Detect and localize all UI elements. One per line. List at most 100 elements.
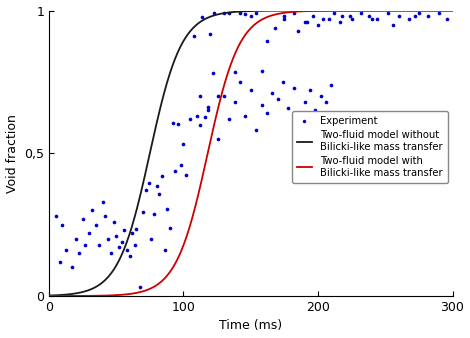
Point	[59, 222, 66, 227]
X-axis label: Time (ms): Time (ms)	[219, 319, 282, 333]
Point	[79, 216, 86, 222]
Point	[164, 206, 171, 212]
Point	[104, 236, 112, 242]
Point	[215, 136, 222, 142]
Point	[258, 68, 265, 74]
Point	[107, 250, 115, 256]
Point	[285, 105, 292, 110]
Point	[374, 17, 381, 22]
Point	[236, 79, 244, 84]
Y-axis label: Void fraction: Void fraction	[6, 114, 18, 193]
Point	[435, 11, 443, 16]
Point	[395, 14, 402, 19]
Point	[411, 14, 419, 19]
Point	[220, 94, 227, 99]
Point	[145, 180, 152, 186]
Point	[290, 85, 298, 90]
Point	[252, 128, 260, 133]
Point	[346, 14, 354, 19]
Point	[95, 242, 102, 247]
Point	[215, 93, 222, 99]
Point	[129, 231, 136, 236]
Point	[348, 17, 355, 22]
Point	[320, 17, 327, 22]
Point	[133, 226, 140, 232]
Point	[294, 28, 302, 33]
Point	[336, 19, 343, 25]
Point	[158, 173, 166, 179]
Point	[102, 213, 109, 219]
Point	[247, 88, 254, 93]
Point	[161, 247, 168, 252]
Point	[201, 115, 209, 120]
Point	[328, 82, 335, 88]
Point	[156, 192, 163, 197]
Point	[207, 32, 214, 37]
Point	[72, 236, 79, 242]
Point	[322, 99, 330, 104]
Point	[271, 25, 279, 30]
Point	[330, 11, 338, 16]
Point	[263, 111, 271, 116]
Point	[204, 108, 212, 113]
Point	[220, 11, 227, 16]
Point	[169, 120, 176, 125]
Point	[365, 14, 373, 19]
Point	[153, 184, 160, 189]
Point	[204, 105, 212, 110]
Point	[384, 11, 392, 16]
Point	[123, 248, 131, 253]
Point	[92, 222, 100, 227]
Point	[174, 121, 182, 127]
Point	[443, 17, 451, 22]
Point	[148, 236, 155, 242]
Point	[279, 79, 287, 84]
Point	[75, 250, 82, 256]
Point	[252, 11, 260, 16]
Point	[187, 117, 194, 122]
Point	[193, 113, 201, 118]
Point	[56, 259, 63, 264]
Point	[263, 38, 271, 43]
Point	[209, 71, 217, 76]
Point	[242, 114, 249, 119]
Point	[247, 14, 254, 19]
Point	[131, 242, 139, 247]
Point	[196, 93, 204, 99]
Legend: Experiment, Two-fluid model without
Bilicki-like mass transfer, Two-fluid model : Experiment, Two-fluid model without Bili…	[292, 111, 447, 183]
Point	[196, 122, 204, 127]
Point	[281, 14, 288, 19]
Point	[296, 122, 303, 127]
Point	[301, 99, 308, 104]
Point	[314, 22, 322, 27]
Point	[81, 242, 89, 247]
Point	[325, 17, 332, 22]
Point	[180, 141, 187, 147]
Point	[242, 12, 249, 17]
Point	[52, 213, 60, 219]
Point	[150, 211, 157, 216]
Point	[110, 219, 118, 224]
Point	[368, 17, 376, 22]
Point	[120, 228, 128, 233]
Point	[68, 265, 76, 270]
Point	[226, 116, 233, 122]
Point	[142, 187, 149, 192]
Point	[86, 231, 93, 236]
Point	[88, 208, 96, 213]
Point	[177, 162, 185, 167]
Point	[281, 17, 288, 22]
Point	[198, 15, 206, 20]
Point	[140, 209, 147, 215]
Point	[390, 22, 397, 27]
Point	[231, 69, 238, 75]
Point	[236, 11, 244, 16]
Point	[166, 225, 174, 231]
Point	[115, 245, 123, 250]
Point	[268, 91, 276, 96]
Point	[258, 102, 265, 107]
Point	[190, 33, 198, 39]
Point	[126, 254, 133, 259]
Point	[231, 99, 238, 104]
Point	[338, 14, 346, 19]
